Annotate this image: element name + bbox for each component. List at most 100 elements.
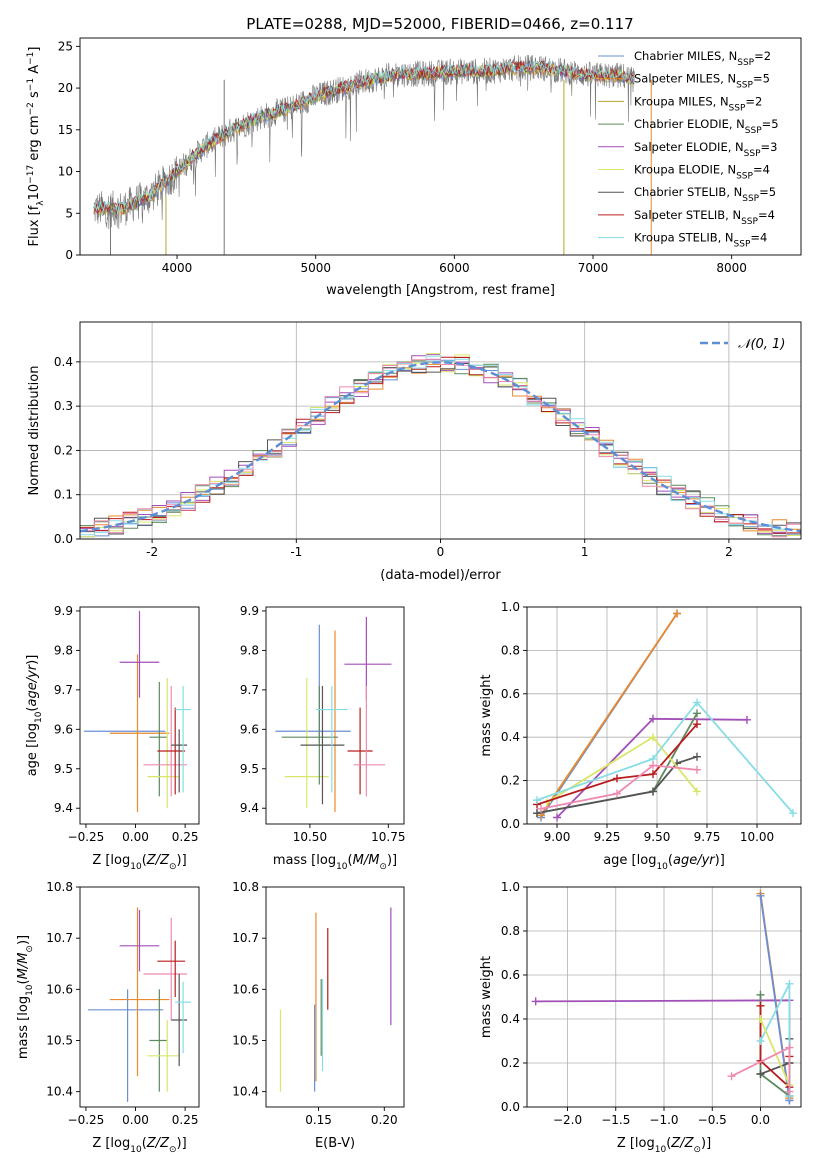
plot-area-age_vs_Z <box>83 610 192 813</box>
y-tick-label: 0.6 <box>501 687 520 701</box>
axes-massweight_vs_age: 9.00 9.25 9.50 9.75 10.00 0.0 0.2 0.4 0.6 0.8 1.0 a… <box>479 600 802 872</box>
x-tick-label: 0 <box>437 545 445 559</box>
x-tick-label: 0.15 <box>305 1113 332 1127</box>
series-marker <box>693 765 701 774</box>
x-tick-label: −2.0 <box>553 1113 582 1127</box>
y-tick-label: 10.8 <box>46 880 73 894</box>
axes-age_vs_mass: 10.50 10.75 9.4 9.5 9.6 9.7 9.8 9.9 mass [log10(… <box>240 604 406 872</box>
series-marker <box>533 809 541 818</box>
y-tick-label: 9.5 <box>54 762 73 776</box>
axes-frame <box>265 886 405 1108</box>
axes-frame <box>79 606 200 825</box>
x-tick-label: 0.25 <box>172 830 199 844</box>
model-3 <box>93 62 635 216</box>
y-tick-label: 9.8 <box>240 643 259 657</box>
model-0 <box>93 63 635 217</box>
x-axis-label: E(B-V) <box>315 1136 355 1151</box>
axes-frame <box>265 606 405 825</box>
y-tick-label: 0.2 <box>501 1056 520 1070</box>
series-3 <box>759 994 791 1098</box>
series-marker <box>693 752 701 761</box>
histogram-7 <box>80 355 801 536</box>
series-marker <box>785 1087 794 1096</box>
x-tick-label: 2 <box>725 545 733 559</box>
series-marker <box>785 1043 794 1052</box>
x-tick-label: 7000 <box>578 261 609 275</box>
x-tick-label: 10.00 <box>740 830 774 844</box>
y-axis-label: mass [log10(M/M⊙)] <box>16 935 35 1059</box>
x-tick-label: 10.50 <box>293 830 327 844</box>
series-marker <box>693 709 701 718</box>
series-8 <box>540 764 698 810</box>
y-tick-label: 0.1 <box>54 488 73 502</box>
y-tick-label: 15 <box>58 123 73 137</box>
x-tick-label: −0.25 <box>68 1113 105 1127</box>
y-tick-label: 1.0 <box>501 600 520 614</box>
legend-label: Chabrier MILES, NSSP=2 <box>634 49 771 68</box>
y-tick-label: 5 <box>65 206 73 220</box>
y-tick-label: 0.2 <box>501 774 520 788</box>
series-marker <box>693 787 701 796</box>
y-tick-label: 10.4 <box>46 1085 73 1099</box>
x-tick-label: −1.0 <box>649 1113 678 1127</box>
x-tick-label: 4000 <box>162 261 193 275</box>
series-marker <box>649 733 657 742</box>
x-axis-label: (data-model)/error <box>380 568 501 583</box>
x-tick-label: 9.00 <box>544 830 571 844</box>
series-marker <box>756 1037 765 1045</box>
y-tick-label: 10.8 <box>232 880 259 894</box>
x-axis-label: wavelength [Angstrom, rest frame] <box>326 283 555 298</box>
y-tick-label: 0.8 <box>501 643 520 657</box>
y-tick-label: 0.3 <box>54 399 73 413</box>
y-tick-label: 9.6 <box>54 722 73 736</box>
y-axis-label: Normed distribution <box>27 366 42 496</box>
histogram-5 <box>80 363 801 535</box>
legend-label: Salpeter ELODIE, NSSP=3 <box>634 140 777 159</box>
legend-label: 𝒩(0, 1) <box>738 337 785 352</box>
x-tick-label: 0.25 <box>172 1113 199 1127</box>
y-tick-label: 25 <box>58 39 73 53</box>
series-marker <box>537 804 545 813</box>
series-0 <box>535 999 791 1101</box>
y-tick-label: 0.0 <box>501 817 520 831</box>
series-marker <box>756 1070 765 1078</box>
series-marker <box>727 1072 736 1081</box>
axes-age_vs_Z: −0.25 0.00 0.25 9.4 9.5 9.6 9.7 9.8 9.9 Z [log10(… <box>25 604 200 872</box>
figure-title: PLATE=0288, MJD=52000, FIBERID=0466, z=0… <box>246 15 633 33</box>
y-tick-label: 9.7 <box>54 683 73 697</box>
series-2 <box>759 895 791 1101</box>
series-marker <box>533 796 541 805</box>
y-axis-label: age [log10(age/yr)] <box>25 655 44 777</box>
x-axis-label: Z [log10(Z/Z⊙)] <box>92 1136 186 1155</box>
y-tick-label: 10.5 <box>46 1033 73 1047</box>
series-6 <box>536 723 698 806</box>
x-tick-label: 6000 <box>439 261 470 275</box>
x-tick-label: -2 <box>146 545 158 559</box>
x-tick-label: 0.20 <box>371 1113 398 1127</box>
y-tick-label: 0.4 <box>54 355 73 369</box>
x-tick-label: 5000 <box>300 261 331 275</box>
y-tick-label: 1.0 <box>501 880 520 894</box>
y-tick-label: 0.8 <box>501 924 520 938</box>
series-marker <box>613 774 621 783</box>
y-tick-label: 20 <box>58 81 73 95</box>
series-marker <box>756 1015 765 1023</box>
series-marker <box>553 813 561 822</box>
plot-area-mass_vs_Z <box>87 907 192 1102</box>
x-tick-label: −0.25 <box>68 830 105 844</box>
y-axis-label: mass weight <box>479 956 494 1038</box>
model-4 <box>93 61 635 216</box>
plot-area-age_vs_mass <box>275 616 392 813</box>
legend: Chabrier MILES, NSSP=2 Salpeter MILES, NS… <box>598 49 779 250</box>
y-tick-label: 9.4 <box>240 801 259 815</box>
series-2 <box>556 717 748 819</box>
y-tick-label: 0.0 <box>501 1100 520 1114</box>
series-4 <box>536 755 698 814</box>
y-tick-label: 9.4 <box>54 801 73 815</box>
x-tick-label: −1.5 <box>601 1113 630 1127</box>
axes-spectrum: 4000 5000 6000 7000 8000 0 5 10 15 20 25 wavelength… <box>26 37 802 298</box>
x-tick-label: 0.00 <box>122 830 149 844</box>
y-tick-label: 0.2 <box>54 443 73 457</box>
x-tick-label: 8000 <box>716 261 747 275</box>
